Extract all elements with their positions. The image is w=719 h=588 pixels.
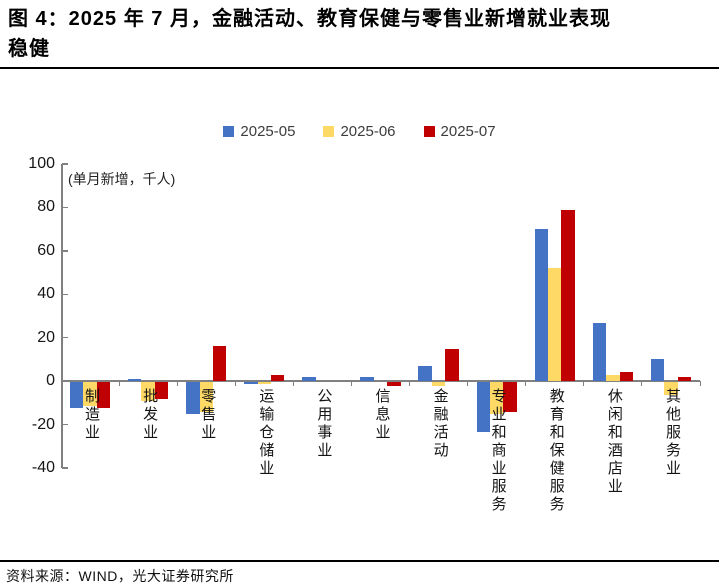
x-axis-category-label: 其他服务业 (663, 388, 681, 479)
x-axis-tick (292, 381, 294, 387)
bar-2025-06 (431, 381, 446, 387)
legend-label: 2025-07 (440, 123, 496, 140)
x-axis-line (61, 380, 700, 382)
bar-2025-05 (186, 381, 200, 415)
y-axis-tick (62, 467, 68, 469)
y-axis-tick (62, 293, 68, 296)
bar-2025-07 (503, 381, 517, 413)
y-axis-line (61, 164, 63, 468)
y-axis-tick-label: 80 (37, 198, 55, 216)
bar-2025-06 (199, 381, 213, 413)
x-axis-tick (467, 381, 469, 387)
legend-item: 2025-07 (423, 123, 496, 140)
y-axis-tick-label: 0 (46, 372, 55, 390)
legend-item: 2025-06 (323, 123, 396, 140)
figure-title: 图 4：2025 年 7 月，金融活动、教育保健与零售业新增就业表现 稳健 (8, 4, 716, 64)
bar-2025-06 (664, 381, 678, 395)
bar-2025-07 (561, 209, 575, 382)
title-divider (0, 67, 719, 69)
y-axis-tick (62, 423, 68, 426)
x-axis-category-label: 公用事业 (315, 388, 333, 461)
bar-2025-05 (302, 376, 316, 382)
unit-note: (单月新增，千人) (68, 171, 176, 187)
x-axis-tick (699, 381, 701, 387)
x-axis-tick (350, 381, 352, 387)
y-axis-tick-label: -40 (31, 459, 55, 476)
bar-2025-06 (548, 268, 562, 382)
bar-2025-06 (606, 374, 620, 382)
y-axis-tick-label: 100 (28, 155, 55, 172)
x-axis-category-label: 运输仓储业 (257, 388, 275, 479)
bar-2025-07 (445, 348, 459, 382)
y-axis-tick (62, 163, 68, 165)
source-divider (0, 560, 719, 562)
bar-2025-05 (69, 381, 84, 408)
x-axis-category-label: 教育和保健服务 (547, 388, 565, 515)
bar-2025-05 (592, 322, 607, 382)
figure-title-line1: 图 4：2025 年 7 月，金融活动、教育保健与零售业新增就业表现 (8, 8, 611, 30)
bar-chart: 100 80 60 40 20 0 -20 -40 (单月新增，千人) 制造业 批发业 零售业 运输仓储… (28, 155, 701, 515)
source-note: 资料来源：WIND，光大证券研究所 (6, 568, 234, 584)
y-axis-tick (62, 336, 68, 339)
legend-swatch-icon (423, 126, 435, 137)
bar-2025-05 (476, 381, 490, 432)
x-axis-tick (525, 381, 527, 387)
bar-2025-07 (677, 376, 692, 382)
bar-2025-05 (244, 381, 258, 385)
x-axis-tick (583, 381, 585, 387)
legend-swatch-icon (323, 126, 335, 137)
bar-2025-07 (212, 346, 227, 382)
y-axis-tick-label: 20 (37, 328, 55, 346)
bar-2025-06 (489, 381, 504, 415)
x-axis-category-label: 专业和商业服务 (489, 388, 507, 515)
bar-2025-07 (271, 374, 285, 382)
y-axis-tick-label: 60 (37, 241, 55, 259)
x-axis-tick (641, 381, 643, 387)
bar-2025-06 (141, 381, 155, 402)
y-axis-tick (62, 250, 68, 252)
x-axis-tick (409, 381, 411, 387)
bar-2025-05 (418, 365, 432, 382)
bar-2025-06 (257, 381, 271, 385)
bar-2025-05 (128, 378, 142, 382)
y-axis-tick-label: 40 (37, 285, 55, 303)
x-axis-tick (118, 381, 120, 387)
x-axis-category-label: 批发业 (141, 388, 159, 443)
x-axis-tick (60, 381, 62, 387)
bar-2025-06 (83, 381, 97, 406)
y-axis-tick-label: -20 (31, 415, 55, 433)
bar-2025-07 (619, 372, 633, 382)
legend-item: 2025-05 (223, 123, 295, 140)
bar-2025-05 (534, 229, 549, 382)
legend-label: 2025-06 (340, 123, 396, 140)
bar-2025-05 (360, 376, 374, 382)
bar-2025-07 (387, 381, 401, 387)
bar-2025-07 (154, 381, 169, 400)
figure-title-line2: 稳健 (8, 38, 50, 60)
x-axis-category-label: 休闲和酒店业 (605, 388, 623, 497)
x-axis-category-label: 制造业 (83, 388, 101, 443)
x-axis-category-label: 信息业 (373, 388, 391, 443)
chart-legend: 2025-05 2025-06 2025-07 (0, 123, 719, 140)
legend-swatch-icon (223, 126, 235, 137)
x-axis-tick (234, 381, 236, 387)
x-axis-tick (176, 381, 178, 387)
legend-label: 2025-05 (240, 123, 296, 140)
x-axis-category-label: 零售业 (199, 388, 217, 443)
x-axis-category-label: 金融活动 (431, 388, 449, 461)
y-axis-tick (62, 206, 68, 209)
bar-2025-07 (96, 381, 111, 408)
bar-2025-05 (650, 359, 665, 382)
